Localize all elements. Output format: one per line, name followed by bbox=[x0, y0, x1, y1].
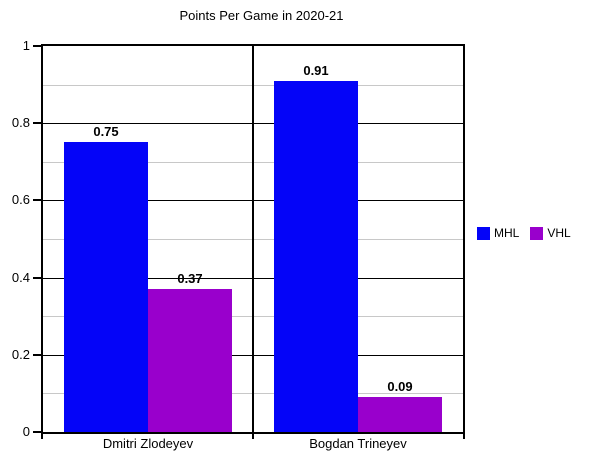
chart-title: Points Per Game in 2020-21 bbox=[179, 8, 344, 23]
x-axis-tick bbox=[41, 432, 43, 439]
y-tick-mark bbox=[33, 431, 42, 433]
y-tick-mark bbox=[33, 199, 42, 201]
y-tick-mark bbox=[33, 45, 42, 47]
x-axis-tick bbox=[463, 432, 465, 439]
y-tick-mark bbox=[33, 354, 42, 356]
y-tick-label: 1 bbox=[22, 38, 30, 53]
x-category-label: Bogdan Trineyev bbox=[309, 436, 407, 451]
y-tick-label: 0 bbox=[22, 424, 30, 439]
y-tick-mark bbox=[33, 277, 42, 279]
bar-value-label: 0.09 bbox=[387, 379, 413, 394]
legend-label: VHL bbox=[547, 226, 571, 240]
bar-vhl-2 bbox=[358, 397, 442, 432]
bar-mhl-2 bbox=[274, 81, 358, 432]
y-tick-mark bbox=[33, 122, 42, 124]
y-tick-label: 0.8 bbox=[11, 115, 30, 130]
legend: MHL VHL bbox=[477, 226, 582, 240]
plot-area: 0.75 0.37 0.91 0.09 bbox=[41, 44, 465, 439]
legend-swatch-mhl bbox=[477, 226, 490, 240]
x-category-label: Dmitri Zlodeyev bbox=[102, 436, 194, 451]
legend-item-vhl: VHL bbox=[530, 226, 571, 240]
bar-value-label: 0.37 bbox=[177, 271, 203, 286]
category-divider bbox=[252, 46, 254, 432]
bar-vhl-1 bbox=[148, 289, 232, 432]
legend-item-mhl: MHL bbox=[477, 226, 519, 240]
bar-value-label: 0.91 bbox=[303, 63, 329, 78]
bar-mhl-1 bbox=[64, 142, 148, 432]
legend-label: MHL bbox=[494, 226, 520, 240]
y-tick-label: 0.4 bbox=[11, 270, 30, 285]
y-tick-label: 0.2 bbox=[11, 347, 30, 362]
x-axis-tick bbox=[252, 432, 254, 439]
bar-value-label: 0.75 bbox=[93, 124, 119, 139]
y-tick-label: 0.6 bbox=[11, 192, 30, 207]
legend-swatch-vhl bbox=[530, 226, 544, 240]
